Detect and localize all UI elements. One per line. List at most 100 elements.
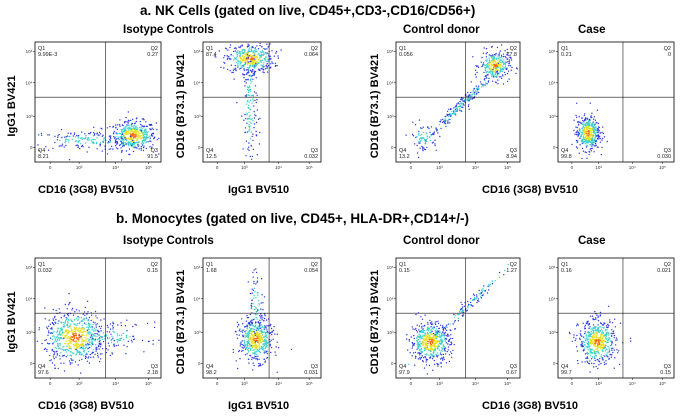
data-point [98,334,100,336]
data-point [595,318,597,320]
data-point [478,300,480,302]
data-point [473,88,475,90]
data-point [466,99,468,102]
data-point [54,135,56,137]
data-point [150,123,153,126]
data-point [455,114,457,116]
data-point [88,340,90,342]
data-point [599,132,601,134]
data-point [259,315,261,317]
data-point [589,338,592,341]
data-point [585,145,587,147]
data-point [587,331,590,333]
data-point [64,335,66,338]
data-point [485,64,487,67]
data-point [586,127,588,129]
data-point [257,355,259,357]
data-point [504,67,507,70]
y-tick-label: 10⁵ [194,49,201,54]
data-point [63,326,66,328]
data-point [462,306,464,308]
data-point [427,323,429,325]
data-point [265,52,267,54]
data-point [604,334,606,336]
data-point [253,70,255,72]
data-point [481,292,483,294]
data-point [445,125,447,128]
data-point [426,327,429,330]
data-point [75,309,78,311]
data-point [436,325,438,328]
data-point [90,356,92,359]
data-point [61,136,63,139]
data-point [584,332,586,335]
data-point [605,338,607,340]
data-point [619,322,622,324]
data-point [609,321,611,323]
data-point [263,62,265,64]
data-point [474,297,476,300]
data-point [611,342,613,344]
data-point [264,344,266,347]
data-point [255,271,258,274]
data-point [271,50,273,52]
data-point [119,132,121,135]
data-point [475,93,478,95]
data-point [236,321,239,323]
data-point [437,335,439,338]
data-point [46,342,49,344]
data-point [237,64,239,66]
data-point [600,355,602,358]
data-point [249,114,251,117]
data-point [252,46,254,48]
data-point [259,131,261,134]
data-point [589,342,591,344]
data-point [249,95,251,97]
data-point [423,346,425,349]
data-point [258,348,261,350]
x-tick-label: 10³ [241,165,248,170]
data-point [81,353,83,356]
data-point [139,129,141,131]
data-point [420,316,422,318]
data-point [89,139,91,141]
data-point [600,153,602,156]
data-point [146,322,149,325]
data-point [262,337,264,339]
y-tick-label: 10⁴ [387,80,394,85]
data-point [607,355,609,358]
data-point [259,344,261,346]
data-point [420,352,422,355]
data-point [74,136,77,138]
data-point [112,328,114,330]
data-point [453,316,456,318]
data-point [73,330,76,333]
data-point [249,99,252,102]
data-point [255,134,257,136]
data-point [601,326,603,328]
data-point [416,135,418,138]
data-point [483,47,485,49]
data-point [497,66,499,69]
data-point [582,119,584,122]
data-point [419,357,421,359]
data-point [57,327,59,329]
data-point [227,49,229,51]
data-point [46,326,48,328]
data-point [594,310,596,313]
data-point [63,337,65,340]
data-point [149,124,151,127]
data-point [447,120,449,122]
data-point [124,133,126,135]
data-point [506,72,509,75]
data-point [92,132,95,134]
data-point [142,137,145,139]
data-point [249,324,251,326]
data-point [421,336,423,338]
data-point [65,140,67,143]
data-point [267,71,269,73]
data-point [602,132,605,135]
data-point [597,128,599,130]
data-point [581,344,583,346]
data-point [215,56,217,58]
